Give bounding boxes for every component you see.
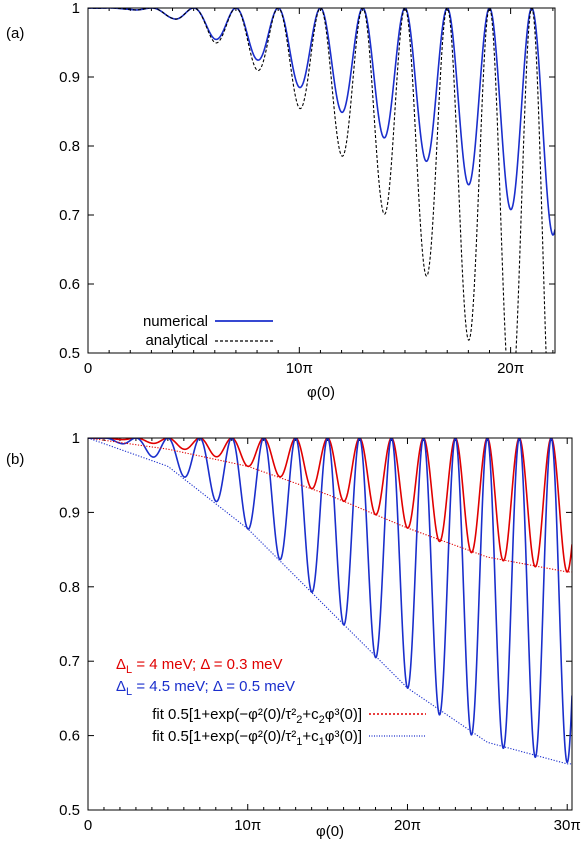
panel-a-frame bbox=[87, 7, 556, 354]
panel-a-label: (a) bbox=[6, 25, 24, 42]
panel-a-ytick-label: 0.8 bbox=[59, 138, 80, 155]
legend-numerical-label: numerical bbox=[143, 313, 208, 330]
panel-b-xtick-label: 0 bbox=[84, 817, 92, 834]
panel-a-series bbox=[88, 8, 555, 353]
panel-b-legend: ΔL = 4 meV; Δ = 0.3 meV ΔL = 4.5 meV; Δ … bbox=[116, 656, 426, 748]
panel-b-series-2-line bbox=[88, 438, 572, 573]
panel-b-xlabel: φ(0) bbox=[316, 823, 344, 840]
panel-a-xlabel: φ(0) bbox=[307, 384, 335, 401]
annotation-red: ΔL = 4 meV; Δ = 0.3 meV bbox=[116, 656, 283, 676]
panel-b-ytick-label: 0.7 bbox=[59, 653, 80, 670]
panel-b-ytick-label: 0.8 bbox=[59, 579, 80, 596]
panel-a-ytick-label: 0.6 bbox=[59, 276, 80, 293]
panel-b-label: (b) bbox=[6, 451, 24, 468]
panel-a-xtick-label: 20π bbox=[497, 360, 524, 377]
panel-b-xtick-label: 20π bbox=[394, 817, 421, 834]
panel-a-series-1-line bbox=[88, 8, 547, 353]
panel-a-ytick-label: 0.9 bbox=[59, 69, 80, 86]
panel-a-xtick-label: 0 bbox=[84, 360, 92, 377]
panel-b-ytick-label: 1 bbox=[72, 430, 80, 447]
panel-b-ytick-label: 0.6 bbox=[59, 728, 80, 745]
legend-analytical-label: analytical bbox=[145, 332, 208, 349]
panel-a-xtick-label: 10π bbox=[286, 360, 313, 377]
panel-b-xtick-label: 10π bbox=[234, 817, 261, 834]
legend-fit1-label: fit 0.5[1+exp(−φ²(0)/τ²1+c1φ³(0)] bbox=[152, 728, 362, 748]
panel-b: (b) 0.5 0.6 0.7 0.8 0.9 1 0 10π 20π 30π ΔL = 4 me… bbox=[6, 430, 581, 840]
panel-a-ytick-label: 0.7 bbox=[59, 207, 80, 224]
annotation-blue: ΔL = 4.5 meV; Δ = 0.5 meV bbox=[116, 678, 295, 698]
panel-b-ticks: 0.5 0.6 0.7 0.8 0.9 1 0 10π 20π 30π bbox=[59, 430, 581, 834]
panel-b-frame bbox=[87, 437, 573, 811]
panel-a-legend: numerical analytical bbox=[143, 313, 273, 349]
panel-a: (a) 0.5 0.6 0.7 0.8 0.9 1 0 10π 20π numerical an… bbox=[6, 0, 556, 401]
panel-a-ticks: 0.5 0.6 0.7 0.8 0.9 1 0 10π 20π bbox=[59, 0, 555, 377]
panel-b-series-0-line bbox=[88, 438, 572, 573]
panel-a-ytick-label: 0.5 bbox=[59, 345, 80, 362]
panel-b-ytick-label: 0.5 bbox=[59, 802, 80, 819]
panel-a-ytick-label: 1 bbox=[72, 0, 80, 17]
panel-b-ytick-label: 0.9 bbox=[59, 504, 80, 521]
panel-b-xtick-label: 30π bbox=[554, 817, 581, 834]
legend-fit2-label: fit 0.5[1+exp(−φ²(0)/τ²2+c2φ³(0)] bbox=[152, 706, 362, 726]
